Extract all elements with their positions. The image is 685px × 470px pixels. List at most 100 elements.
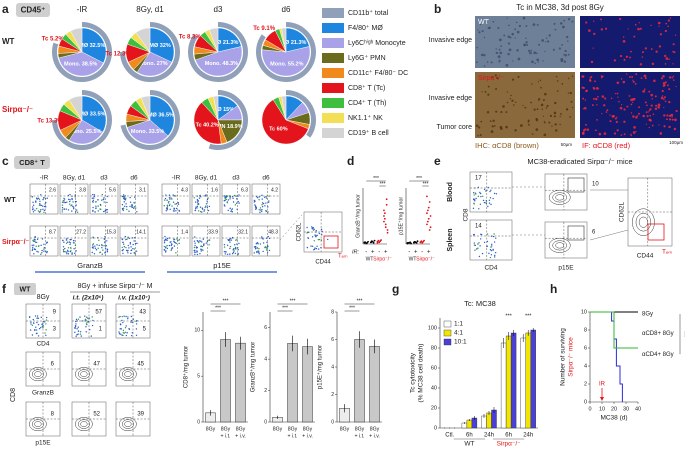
cell-dot — [261, 204, 263, 206]
stain-dot — [651, 124, 654, 127]
cell-dot — [41, 252, 43, 254]
label: GranzB⁺/mg tumor — [355, 194, 361, 238]
cell-dot — [45, 316, 48, 319]
cell-dot — [68, 241, 71, 243]
stain-dot — [664, 100, 667, 103]
label: 14 — [475, 224, 482, 230]
cell-dot — [196, 239, 199, 242]
stain-dot — [564, 54, 567, 57]
label: 50μm — [561, 142, 573, 147]
cell-dot — [122, 334, 124, 337]
cell-dot — [224, 196, 227, 198]
stain-dot — [650, 93, 654, 97]
cell-dot — [129, 205, 131, 208]
stain-dot — [661, 95, 664, 97]
stain-dot — [583, 106, 587, 110]
label: + — [427, 250, 431, 256]
contour — [34, 421, 42, 427]
y-tick-label: 0 — [264, 419, 267, 425]
pie-slice — [140, 95, 151, 121]
stain-dot — [528, 123, 530, 126]
stain-dot — [593, 20, 595, 22]
cell-dot — [69, 242, 72, 244]
label: 10 — [592, 182, 599, 188]
stain-dot — [571, 20, 574, 23]
x-tick-label: 8Gy — [370, 426, 380, 432]
stain-dot — [582, 132, 585, 135]
stain-dot — [556, 90, 559, 92]
label: d3 — [100, 175, 108, 182]
cell-dot — [485, 202, 487, 204]
stain-dot — [634, 23, 637, 26]
cell-dot — [228, 239, 231, 241]
stain-dot — [496, 77, 499, 80]
cell-dot — [196, 207, 198, 209]
cell-dot — [135, 334, 138, 336]
cell-dot — [265, 197, 268, 199]
cell-dot — [36, 315, 39, 317]
cell-dot — [69, 200, 71, 203]
cell-dot — [101, 199, 103, 201]
cell-dot — [479, 238, 482, 240]
stain-dot — [534, 62, 536, 65]
cell-dot — [171, 247, 173, 249]
cell-dot — [208, 205, 211, 208]
cell-dot — [223, 204, 226, 206]
stain-dot — [538, 97, 541, 101]
data-point — [383, 217, 386, 220]
y-tick-label: 60 — [431, 365, 437, 371]
cell-dot — [200, 248, 202, 250]
cell-dot — [170, 248, 173, 250]
stain-dot — [500, 45, 502, 48]
cell-dot — [203, 209, 206, 211]
cell-dot — [38, 327, 41, 330]
slice-label: Mono. 55.2% — [270, 61, 303, 67]
stain-dot — [644, 77, 647, 80]
stain-dot — [651, 62, 655, 66]
label: -IR — [172, 175, 181, 182]
stain-dot — [545, 107, 548, 109]
cell-dot — [267, 245, 269, 248]
y-tick-label: 8 — [331, 309, 334, 315]
y-tick-label: 4 — [331, 364, 334, 370]
stain-dot — [641, 51, 645, 54]
cell-dot — [121, 238, 123, 241]
cell-dot — [481, 195, 484, 197]
cell-dot — [483, 201, 486, 204]
y-tick-label: 0 — [584, 399, 587, 405]
cell-dot — [44, 203, 46, 205]
flow-plot — [469, 171, 513, 213]
stain-dot — [672, 75, 675, 78]
legend-label: CD8⁺ T (Tc) — [348, 84, 385, 92]
cell-dot — [478, 255, 481, 258]
cell-dot — [164, 235, 166, 238]
legend-label: F4/80⁺ MØ — [348, 24, 383, 32]
cell-dot — [123, 243, 125, 245]
stain-dot — [658, 124, 660, 126]
stain-dot — [648, 90, 651, 93]
slice-label: Tc 12.3% — [105, 51, 131, 57]
cell-dot — [265, 202, 267, 204]
cell-dot — [132, 206, 134, 209]
cell-dot — [32, 246, 34, 249]
label: *** — [380, 181, 386, 187]
bar — [369, 346, 380, 423]
cell-dot — [31, 244, 33, 247]
cell-dot — [124, 205, 126, 207]
stain-dot — [592, 97, 595, 100]
cell-dot — [201, 245, 204, 248]
cell-dot — [124, 199, 127, 201]
contour — [75, 417, 93, 432]
cell-dot — [122, 321, 124, 324]
cell-dot — [64, 247, 66, 250]
stain-dot — [668, 118, 672, 121]
data-point — [367, 240, 369, 243]
cell-dot — [194, 249, 196, 252]
contour — [119, 367, 137, 382]
cell-dot — [75, 200, 77, 203]
x-tick-label: 40 — [635, 406, 641, 412]
cell-dot — [38, 204, 41, 206]
stain-dot — [508, 48, 512, 52]
cell-dot — [130, 249, 133, 251]
stain-dot — [662, 98, 665, 101]
